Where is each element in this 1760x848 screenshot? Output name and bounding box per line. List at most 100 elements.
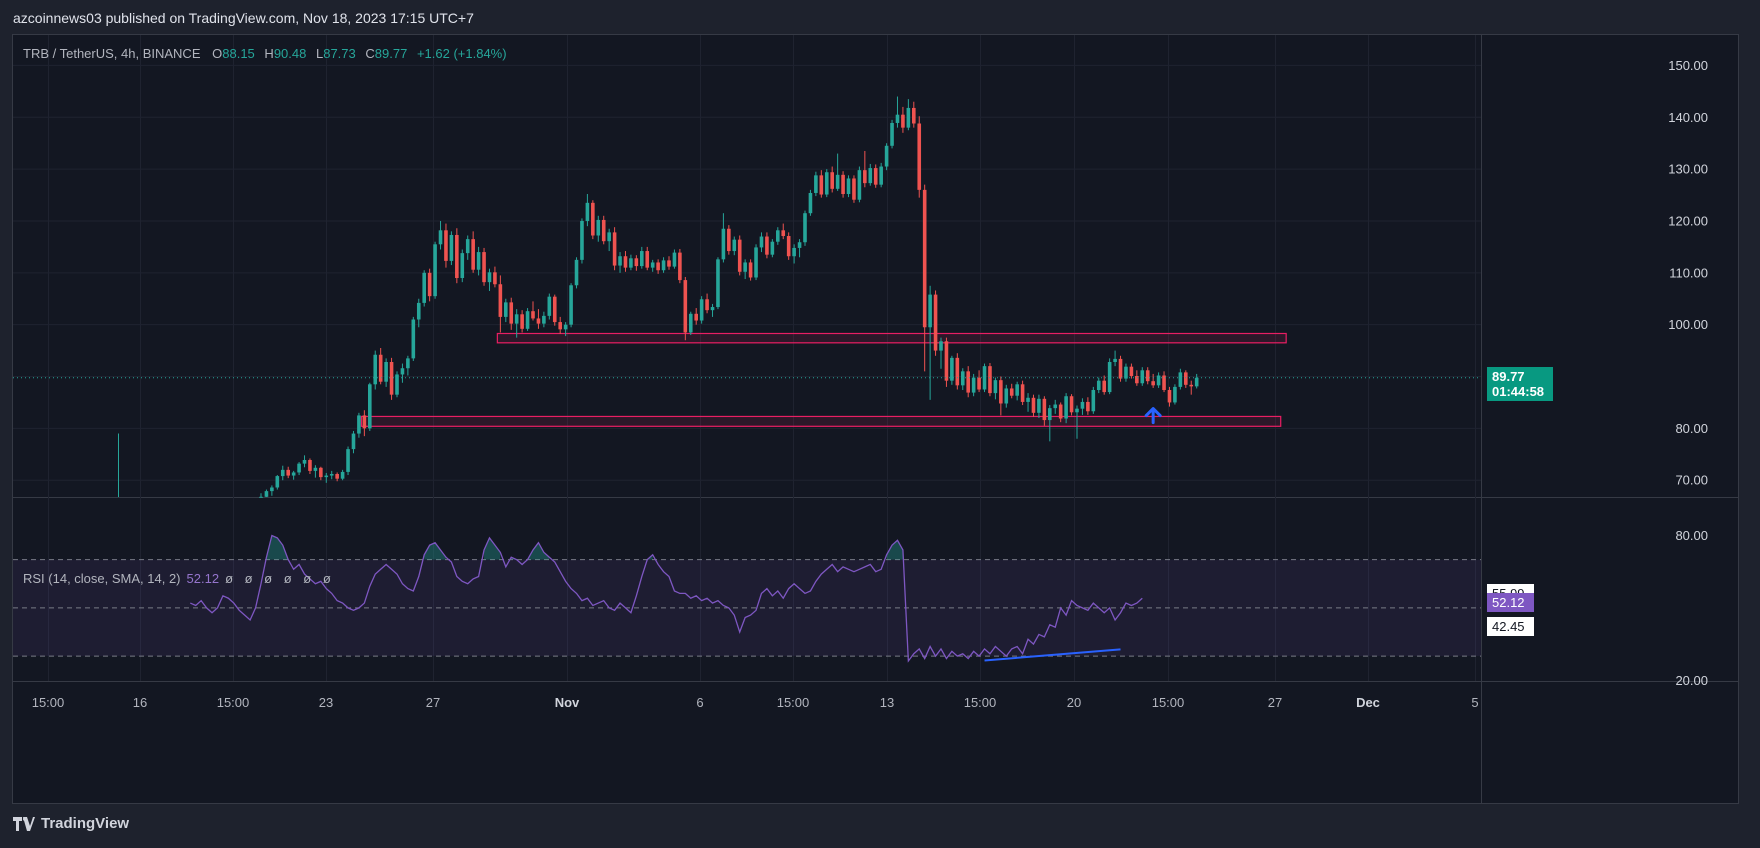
candle	[340, 469, 345, 481]
candle-body	[1167, 390, 1172, 403]
candle	[640, 246, 644, 269]
x-tick-label: 27	[426, 695, 440, 710]
candle	[634, 255, 639, 271]
candle	[335, 472, 339, 482]
candle	[928, 285, 932, 400]
candle	[792, 244, 796, 264]
candle-body	[1015, 384, 1019, 396]
candle-body	[1075, 408, 1079, 413]
candle	[678, 248, 682, 284]
candle-body	[797, 242, 802, 248]
candle-body	[1091, 390, 1096, 412]
candle	[487, 268, 492, 291]
candle	[623, 251, 628, 272]
candle-body	[999, 380, 1003, 404]
candle-body	[678, 252, 682, 281]
candle	[977, 370, 981, 393]
candle	[890, 119, 894, 149]
candle-body	[1189, 384, 1194, 387]
candle	[531, 301, 535, 321]
candle	[368, 382, 372, 431]
candle-body	[971, 377, 976, 393]
candle-body	[433, 244, 437, 297]
candle	[536, 309, 541, 329]
candle-body	[264, 491, 269, 497]
change-value: +1.62 (+1.84%)	[416, 46, 507, 61]
candle-body	[1113, 358, 1117, 363]
candle-body	[308, 460, 312, 471]
candle	[455, 228, 459, 284]
rsi-legend: RSI (14, close, SMA, 14, 2) 52.12 ø ø ø ø …	[23, 571, 335, 586]
candle-body	[580, 220, 584, 260]
candle-body	[444, 230, 448, 261]
close-label: C	[365, 46, 375, 61]
candle-body	[710, 307, 715, 311]
candle-body	[1135, 376, 1139, 384]
x-tick-label: 6	[696, 695, 703, 710]
candle-body	[607, 232, 611, 242]
candle-body	[863, 170, 867, 184]
open-value: 88.15	[222, 46, 255, 61]
candle-body	[1026, 397, 1030, 402]
symbol-label[interactable]: TRB / TetherUS, 4h, BINANCE	[23, 46, 201, 61]
candle	[357, 412, 361, 438]
open-label: O	[212, 46, 223, 61]
price-legend: TRB / TetherUS, 4h, BINANCE O88.15 H90.4…	[23, 46, 507, 61]
candle-body	[259, 496, 263, 498]
candle	[509, 297, 514, 330]
zone-rect	[496, 332, 1287, 344]
candle-body	[520, 314, 524, 329]
candle	[1178, 368, 1183, 390]
tradingview-logo[interactable]: TradingView	[13, 815, 129, 832]
candle	[727, 225, 731, 255]
candle	[1194, 373, 1199, 389]
candle	[569, 283, 573, 328]
candle	[291, 470, 296, 480]
candle	[373, 350, 378, 390]
candle	[346, 446, 350, 476]
candle-body	[302, 460, 307, 464]
candle	[694, 308, 698, 325]
candle	[824, 169, 829, 198]
candle	[1145, 367, 1150, 385]
candle	[438, 220, 443, 250]
candle-body	[525, 311, 530, 329]
candle-body	[765, 236, 769, 255]
candle-body	[335, 474, 339, 479]
candle-body	[1009, 388, 1014, 396]
candle-body	[455, 234, 459, 279]
chart-area[interactable]: 15:00 16 15:00 23 27 Nov 6 15:00 13 15:00 20 15:00 2…	[12, 34, 1739, 804]
candle-body	[357, 415, 361, 434]
rsi-line	[190, 534, 1143, 663]
candle	[1037, 394, 1041, 419]
zone-rect	[360, 415, 1282, 427]
candle-body	[280, 469, 285, 477]
rsi-title[interactable]: RSI (14, close, SMA, 14, 2)	[23, 571, 181, 586]
candle	[1189, 380, 1194, 395]
candle	[612, 227, 617, 271]
candle	[944, 337, 949, 387]
x-tick-label: 20	[1067, 695, 1081, 710]
candle	[1140, 367, 1145, 386]
candle-body	[786, 236, 791, 257]
candle-body	[988, 366, 992, 394]
chart-canvas[interactable]: 15:00 16 15:00 23 27 Nov 6 15:00 13 15:00 20 15:00 2…	[13, 35, 1739, 804]
candle-body	[1053, 404, 1058, 409]
candle-body	[939, 341, 943, 351]
candle	[1080, 398, 1085, 415]
candle	[1020, 380, 1025, 406]
candle-body	[879, 166, 883, 185]
candle	[846, 175, 851, 198]
candle-body	[705, 299, 709, 311]
candle	[955, 353, 960, 390]
candle-body	[313, 467, 318, 471]
candle-body	[944, 341, 949, 381]
candle-body	[1173, 386, 1177, 403]
candle	[406, 355, 410, 376]
candle	[814, 171, 818, 197]
candle	[922, 184, 927, 372]
candle	[514, 309, 519, 338]
candle	[591, 200, 595, 240]
candle-body	[618, 256, 622, 266]
arrow-up-icon	[1144, 407, 1162, 425]
